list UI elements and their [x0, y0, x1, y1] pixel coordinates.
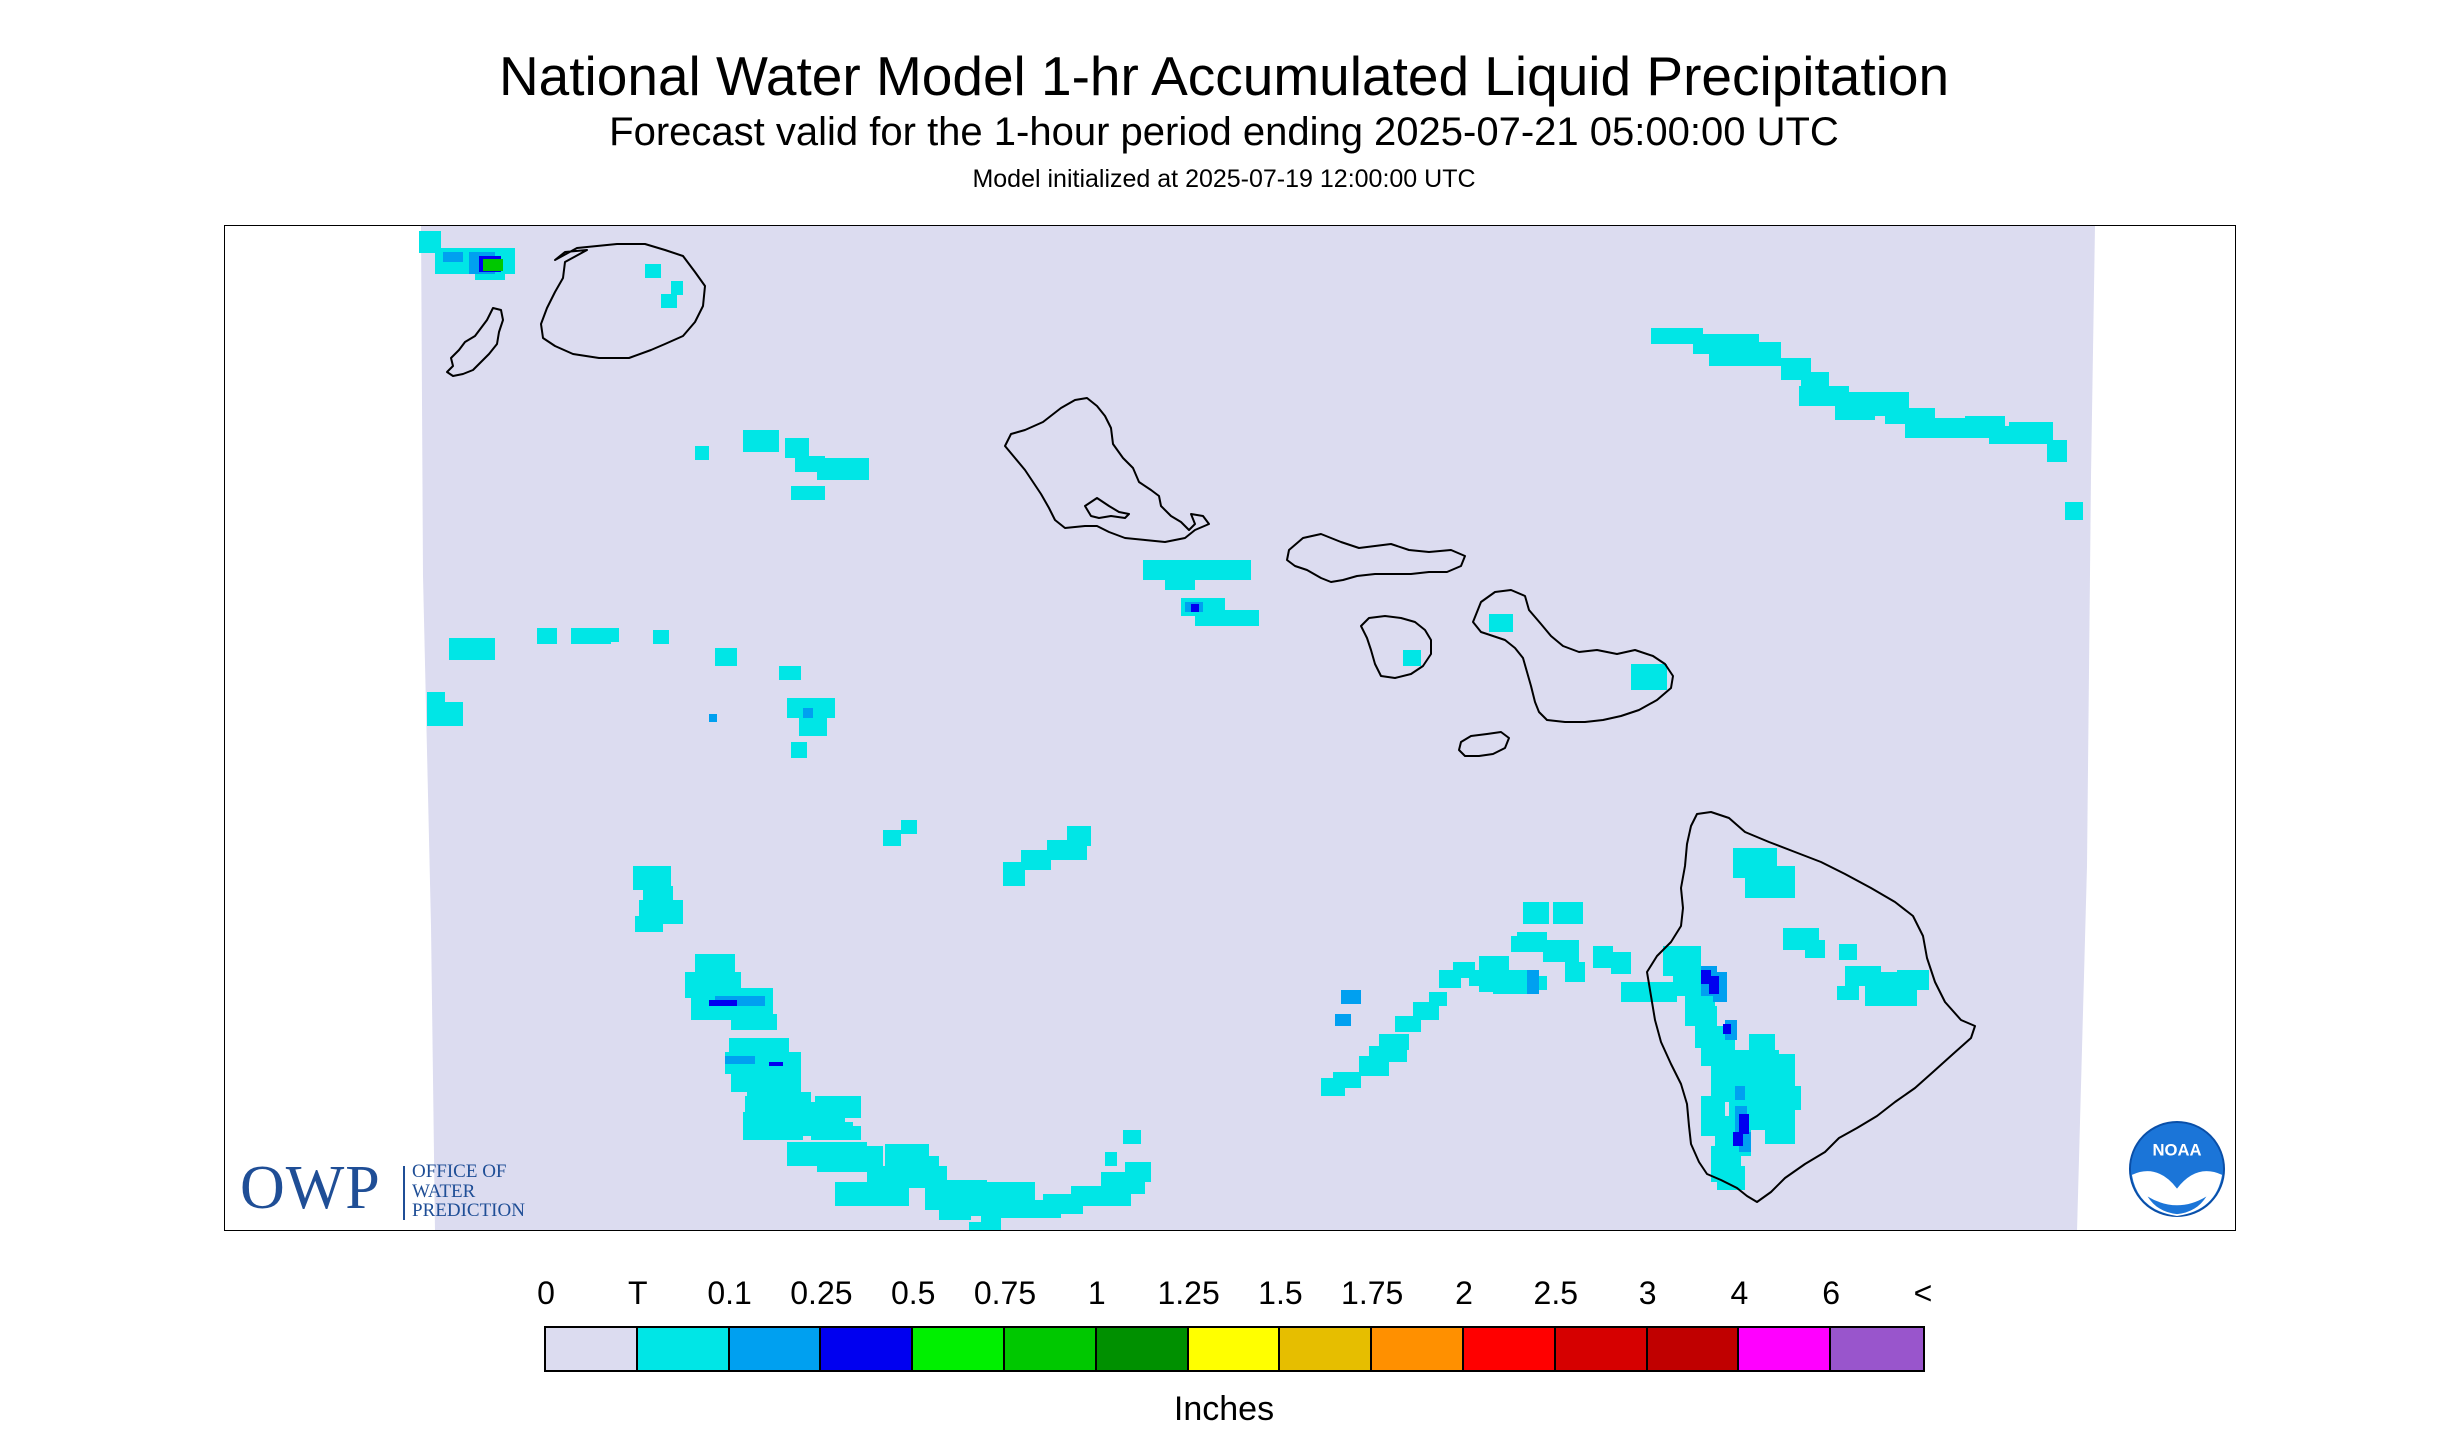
legend-label: < — [1913, 1275, 1933, 1311]
legend-label: 0.1 — [707, 1275, 752, 1311]
legend-label: 3 — [1638, 1275, 1657, 1311]
kauai-coast — [540, 243, 706, 359]
legend-label: 0 — [537, 1275, 555, 1311]
precip-cells-green — [483, 259, 503, 271]
model-init-subtitle: Model initialized at 2025-07-19 12:00:00… — [972, 165, 1476, 193]
noaa-logo-text: NOAA — [2152, 1140, 2201, 1159]
legend-label: T — [628, 1275, 648, 1311]
owp-logo-line1: OFFICE OF — [412, 1161, 507, 1182]
legend-swatch — [1831, 1328, 1923, 1370]
legend-label: 2 — [1455, 1275, 1473, 1311]
owp-logo: OWP OFFICE OF WATER PREDICTION — [240, 1156, 560, 1224]
legend-label: 0.75 — [973, 1275, 1037, 1311]
owp-logo-line3: PREDICTION — [412, 1200, 525, 1221]
legend-swatch — [1463, 1328, 1556, 1370]
coastlines — [446, 243, 1976, 1203]
kahoolawe-coast — [1458, 731, 1510, 757]
hawaii-coast — [1646, 811, 1976, 1203]
legend-label: 1 — [1087, 1275, 1106, 1311]
owp-logo-text: OFFICE OF WATER PREDICTION — [412, 1162, 525, 1221]
pearl-harbor-coast — [1084, 497, 1130, 519]
legend-swatch — [546, 1328, 638, 1370]
legend-swatch — [1372, 1328, 1464, 1370]
noaa-wave-icon — [2147, 1196, 2207, 1215]
legend-label: 0.25 — [790, 1275, 853, 1311]
molokai-coast — [1286, 533, 1466, 583]
legend-label: 6 — [1822, 1275, 1841, 1311]
legend-label: 1.25 — [1157, 1275, 1220, 1311]
legend-label: 2.5 — [1533, 1275, 1579, 1311]
legend-swatch — [637, 1328, 730, 1370]
noaa-logo: NOAA — [2128, 1120, 2226, 1218]
legend-swatch — [1096, 1328, 1189, 1370]
owp-logo-line2: WATER — [412, 1180, 476, 1202]
legend-label: 1.75 — [1341, 1275, 1404, 1311]
legend-swatch — [1647, 1328, 1740, 1370]
legend-swatch — [1004, 1328, 1097, 1370]
forecast-valid-subtitle: Forecast valid for the 1-hour period end… — [609, 110, 1839, 154]
legend-swatch — [913, 1328, 1005, 1370]
legend-label: 4 — [1730, 1275, 1749, 1311]
model-domain — [421, 226, 2095, 1230]
lanai-coast — [1360, 615, 1432, 679]
owp-logo-divider — [403, 1166, 405, 1220]
maui-coast — [1472, 589, 1674, 723]
legend-swatch — [729, 1328, 822, 1370]
noaa-gull-icon — [2131, 1171, 2223, 1217]
legend-swatch — [1555, 1328, 1648, 1370]
legend-units: Inches — [1173, 1390, 1275, 1428]
map-title: National Water Model 1-hr Accumulated Li… — [498, 45, 1950, 107]
legend-colorbar — [544, 1326, 1925, 1372]
oahu-coast — [1004, 397, 1210, 543]
precipitation-map — [224, 225, 2236, 1231]
precip-cells — [419, 231, 2083, 1230]
legend-swatch — [1188, 1328, 1281, 1370]
owp-logo-letters: OWP — [240, 1154, 381, 1222]
legend-label: 1.5 — [1258, 1275, 1303, 1311]
legend-label: 0.5 — [890, 1275, 936, 1311]
legend-swatch — [821, 1328, 914, 1370]
legend-swatch — [1739, 1328, 1832, 1370]
legend-swatch — [1280, 1328, 1373, 1370]
niihau-coast — [446, 307, 504, 377]
